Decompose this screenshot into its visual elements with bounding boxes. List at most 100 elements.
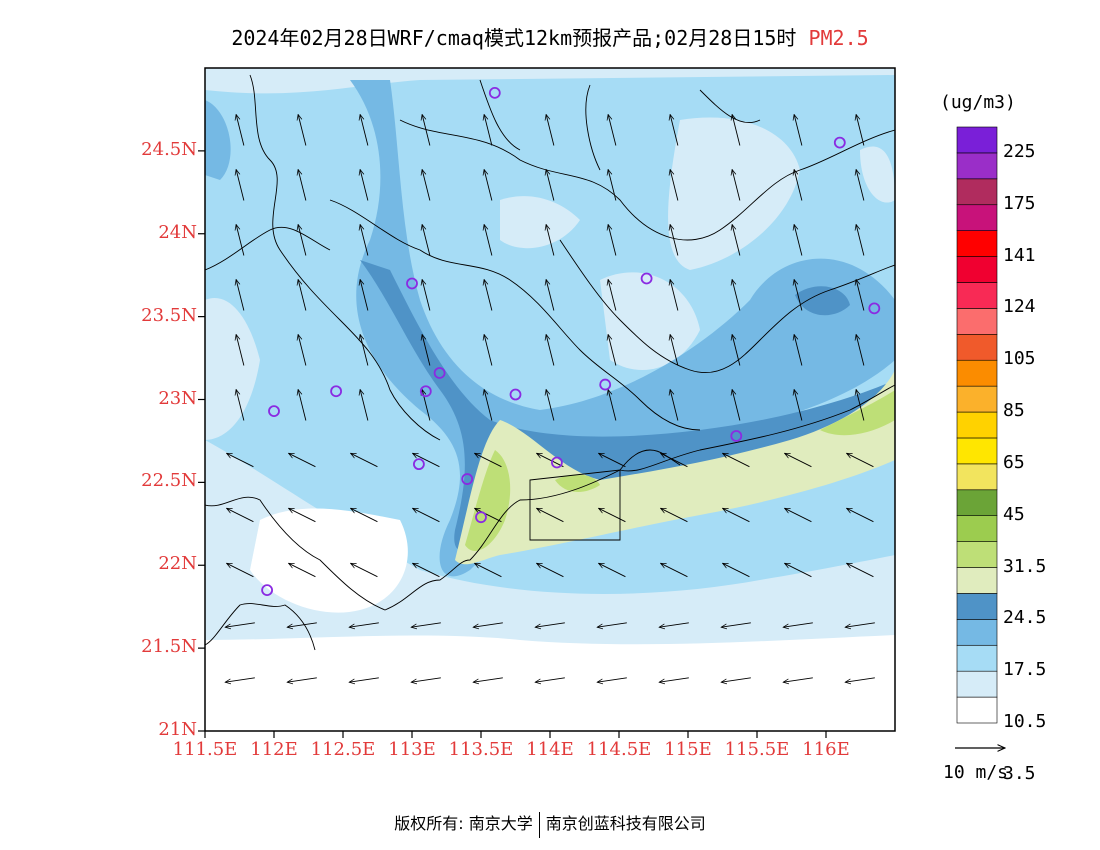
colorbar-segment bbox=[956, 359, 998, 387]
wind-arrow bbox=[785, 563, 812, 578]
colorbar-segment bbox=[956, 230, 998, 257]
wind-arrow bbox=[599, 563, 626, 578]
lat-label: 24N bbox=[158, 221, 197, 243]
wind-arrow bbox=[608, 279, 617, 311]
field-west-light bbox=[205, 298, 260, 440]
wind-arrow bbox=[608, 169, 617, 201]
province-boundary-4 bbox=[559, 239, 895, 374]
wind-arrow bbox=[546, 114, 555, 146]
wind-arrow bbox=[484, 224, 493, 256]
field-nw-patch bbox=[205, 100, 231, 180]
wind-arrow bbox=[236, 114, 245, 146]
title-pollutant: PM2.5 bbox=[808, 26, 869, 50]
wind-arrow bbox=[785, 508, 812, 523]
axis-ticks bbox=[198, 150, 827, 738]
wind-arrow bbox=[225, 622, 255, 627]
wind-arrow bbox=[845, 677, 875, 682]
legend-label: 225 bbox=[1003, 140, 1036, 162]
legend-label: 31.5 bbox=[1003, 555, 1047, 577]
legend-label: 141 bbox=[1003, 244, 1036, 266]
wind-arrow bbox=[856, 224, 865, 256]
colorbar-segment bbox=[956, 256, 998, 283]
province-boundary-5 bbox=[205, 226, 331, 271]
wind-arrow bbox=[794, 389, 803, 421]
colorbar-segment bbox=[956, 282, 998, 309]
coastline-west bbox=[205, 603, 316, 651]
field-level-24 bbox=[455, 370, 895, 565]
wind-arrow bbox=[732, 114, 741, 146]
wind-arrow bbox=[670, 114, 679, 146]
station-marker bbox=[412, 458, 425, 471]
wind-arrow bbox=[236, 224, 245, 256]
station-marker bbox=[488, 86, 501, 99]
station-marker bbox=[330, 385, 343, 398]
wind-arrow bbox=[546, 334, 555, 366]
wind-arrow bbox=[856, 389, 865, 421]
field-mid-light bbox=[600, 272, 700, 370]
wind-arrow bbox=[473, 622, 503, 627]
wind-arrow bbox=[732, 169, 741, 201]
wind-arrow bbox=[732, 334, 741, 366]
wind-arrow bbox=[661, 508, 688, 523]
colorbar-segment bbox=[956, 411, 998, 439]
wind-arrow bbox=[670, 334, 679, 366]
wind-arrow bbox=[785, 453, 812, 468]
colorbar-segment bbox=[956, 308, 998, 335]
legend-label: 65 bbox=[1003, 451, 1025, 473]
wind-arrow bbox=[670, 169, 679, 201]
legend-label: 17.5 bbox=[1003, 659, 1047, 681]
wind-arrow bbox=[351, 508, 378, 523]
footer-separator bbox=[538, 811, 540, 838]
copyright-footer: 版权所有: 南京大学 南京创蓝科技有限公司 bbox=[0, 810, 1100, 838]
colorbar-segment bbox=[956, 696, 998, 724]
wind-arrow bbox=[413, 508, 440, 523]
colorbar-segment bbox=[956, 567, 998, 594]
lat-label: 21N bbox=[158, 719, 197, 740]
wind-arrow bbox=[599, 453, 626, 468]
wind-arrow bbox=[847, 453, 874, 468]
wind-arrow bbox=[794, 334, 803, 366]
station-marker bbox=[509, 388, 522, 401]
lon-label: 112.5E bbox=[310, 739, 376, 760]
field-ne-light bbox=[860, 146, 895, 203]
wind-arrow bbox=[236, 389, 245, 421]
wind-arrow bbox=[856, 334, 865, 366]
wind-arrow bbox=[360, 389, 369, 421]
wind-arrow bbox=[484, 169, 493, 201]
wind-arrow bbox=[298, 224, 307, 256]
field-level-0 bbox=[205, 635, 895, 731]
lon-label: 115.5E bbox=[724, 739, 790, 760]
legend-unit: (ug/m3) bbox=[940, 92, 1016, 113]
colorbar-segment bbox=[956, 541, 998, 568]
map-title: 2024年02月28日WRF/cmaq模式12km预报产品;02月28日15时 … bbox=[0, 22, 1100, 51]
wind-arrow bbox=[847, 563, 874, 578]
colorbar-segment bbox=[956, 670, 998, 698]
wind-arrow bbox=[349, 622, 379, 627]
lon-label: 115E bbox=[664, 739, 712, 760]
wind-arrow bbox=[546, 389, 555, 421]
city-boundary-hk bbox=[529, 469, 621, 541]
boundaries bbox=[205, 74, 895, 651]
wind-arrow bbox=[360, 169, 369, 201]
wind-arrow bbox=[661, 563, 688, 578]
wind-reference-label: 10 m/s bbox=[943, 762, 1009, 783]
wind-arrow bbox=[546, 224, 555, 256]
province-boundary-6 bbox=[479, 79, 761, 171]
wind-arrow bbox=[422, 334, 431, 366]
wind-arrow bbox=[349, 677, 379, 682]
province-boundary-3 bbox=[329, 199, 701, 431]
wind-arrow bbox=[484, 334, 493, 366]
wind-arrow bbox=[599, 508, 626, 523]
station-marker bbox=[599, 378, 612, 391]
wind-arrow bbox=[723, 453, 750, 468]
wind-arrow bbox=[723, 563, 750, 578]
colorbar-segment bbox=[956, 644, 998, 672]
field-east-dark bbox=[795, 286, 850, 316]
colorbar-segment bbox=[956, 178, 998, 206]
title-main: 2024年02月28日WRF/cmaq模式12km预报产品;02月28日15时 bbox=[231, 26, 797, 50]
field-east-green bbox=[820, 390, 895, 436]
field-level-31 bbox=[465, 450, 511, 551]
field-north-light bbox=[205, 68, 895, 94]
lat-label: 23N bbox=[158, 387, 197, 409]
wind-arrow bbox=[535, 677, 565, 682]
